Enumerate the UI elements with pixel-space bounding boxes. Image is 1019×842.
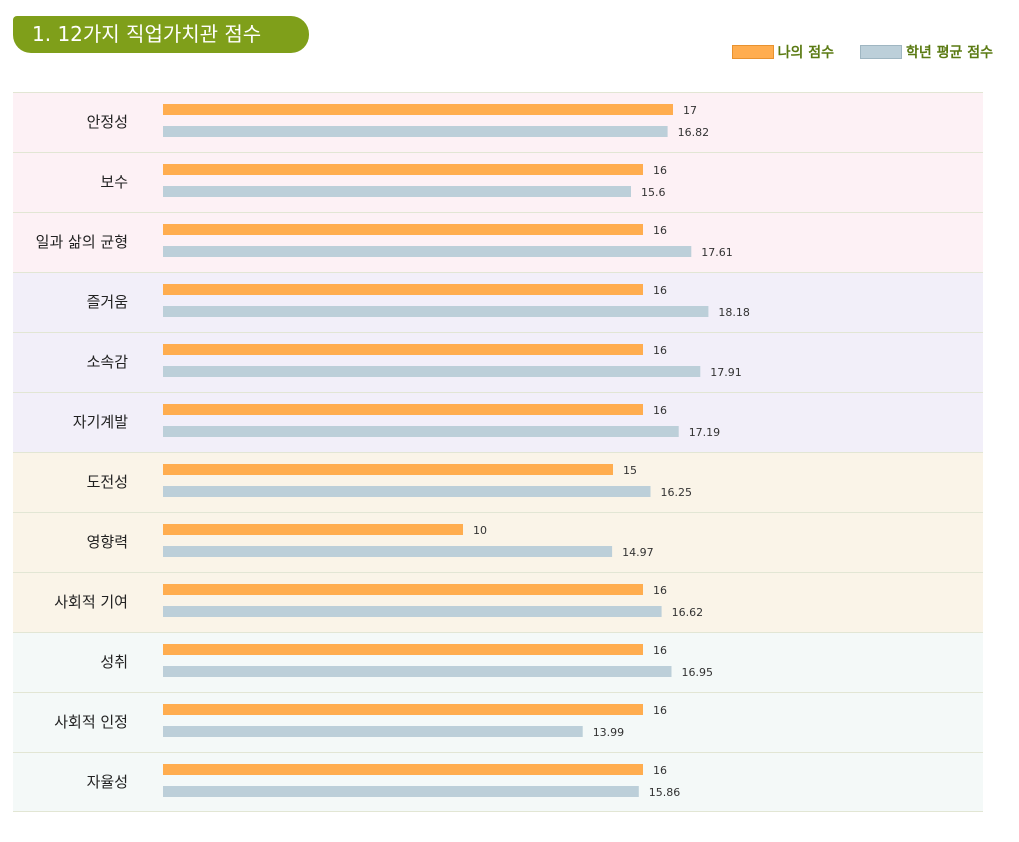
bar-my-score <box>163 764 643 775</box>
category-label: 도전성 <box>87 473 128 491</box>
category-label: 자율성 <box>87 773 128 791</box>
bar-my-score <box>163 704 643 715</box>
section-title: 1. 12가지 직업가치관 점수 <box>13 16 309 53</box>
category-label: 영향력 <box>87 533 128 551</box>
row-background <box>13 572 983 632</box>
bar-grade-average <box>163 606 662 617</box>
bar-my-score <box>163 164 643 175</box>
value-label-grade-average: 15.6 <box>641 186 666 199</box>
value-label-my-score: 16 <box>653 344 667 357</box>
legend-swatch-mine <box>731 45 774 59</box>
value-label-my-score: 16 <box>653 704 667 717</box>
value-label-grade-average: 17.19 <box>689 426 721 439</box>
legend-label-mine: 나의 점수 <box>777 45 834 61</box>
bar-grade-average <box>163 726 583 737</box>
bar-my-score <box>163 404 643 415</box>
value-label-grade-average: 16.25 <box>661 486 693 499</box>
bar-my-score <box>163 344 643 355</box>
value-label-grade-average: 13.99 <box>593 726 625 739</box>
bar-my-score <box>163 104 673 115</box>
category-label: 보수 <box>100 173 128 191</box>
value-label-my-score: 17 <box>683 104 697 117</box>
row-background <box>13 92 983 152</box>
row-background <box>13 692 983 752</box>
bar-grade-average <box>163 186 631 197</box>
legend-item-average: 학년 평균 점수 <box>859 42 993 62</box>
category-label: 자기계발 <box>73 413 128 431</box>
bar-my-score <box>163 284 643 295</box>
value-label-my-score: 16 <box>653 584 667 597</box>
bar-chart: 안정성 17 16.82 보수 16 15.6 일과 삶의 균형 16 17.61 즐거움 16 18… <box>13 92 983 812</box>
legend-item-mine: 나의 점수 <box>731 42 834 62</box>
category-label: 사회적 기여 <box>54 593 128 611</box>
bar-grade-average <box>163 366 701 377</box>
value-label-grade-average: 18.18 <box>718 306 750 319</box>
legend-swatch-average <box>859 45 902 59</box>
bar-grade-average <box>163 666 672 677</box>
value-label-my-score: 15 <box>623 464 637 477</box>
value-label-my-score: 16 <box>653 164 667 177</box>
bar-my-score <box>163 224 643 235</box>
bar-grade-average <box>163 246 692 257</box>
row-background <box>13 332 983 392</box>
row-background <box>13 212 983 272</box>
bar-grade-average <box>163 126 668 137</box>
row-background <box>13 452 983 512</box>
row-background <box>13 392 983 452</box>
category-label: 성취 <box>100 653 128 671</box>
value-label-grade-average: 16.62 <box>672 606 704 619</box>
category-label: 사회적 인정 <box>54 713 128 731</box>
category-label: 소속감 <box>87 353 129 371</box>
bar-grade-average <box>163 786 639 797</box>
value-label-grade-average: 15.86 <box>649 786 681 799</box>
bar-grade-average <box>163 486 651 497</box>
value-label-my-score: 10 <box>473 524 487 537</box>
legend-label-average: 학년 평균 점수 <box>905 45 993 61</box>
bar-my-score <box>163 584 643 595</box>
value-label-grade-average: 16.95 <box>682 666 714 679</box>
bar-grade-average <box>163 426 679 437</box>
bar-grade-average <box>163 306 709 317</box>
bar-my-score <box>163 464 613 475</box>
value-label-grade-average: 14.97 <box>622 546 654 559</box>
category-label: 안정성 <box>87 113 128 131</box>
chart-legend: 나의 점수 학년 평균 점수 <box>706 42 993 62</box>
row-background <box>13 752 983 812</box>
row-background <box>13 512 983 572</box>
category-label: 일과 삶의 균형 <box>36 233 128 251</box>
value-label-my-score: 16 <box>653 764 667 777</box>
row-background <box>13 152 983 212</box>
bar-grade-average <box>163 546 613 557</box>
row-background <box>13 632 983 692</box>
value-label-grade-average: 17.91 <box>710 366 742 379</box>
category-label: 즐거움 <box>87 293 128 311</box>
value-label-grade-average: 17.61 <box>701 246 733 259</box>
value-label-grade-average: 16.82 <box>678 126 710 139</box>
value-label-my-score: 16 <box>653 404 667 417</box>
value-label-my-score: 16 <box>653 284 667 297</box>
value-label-my-score: 16 <box>653 224 667 237</box>
value-label-my-score: 16 <box>653 644 667 657</box>
bar-my-score <box>163 644 643 655</box>
row-background <box>13 272 983 332</box>
bar-my-score <box>163 524 463 535</box>
